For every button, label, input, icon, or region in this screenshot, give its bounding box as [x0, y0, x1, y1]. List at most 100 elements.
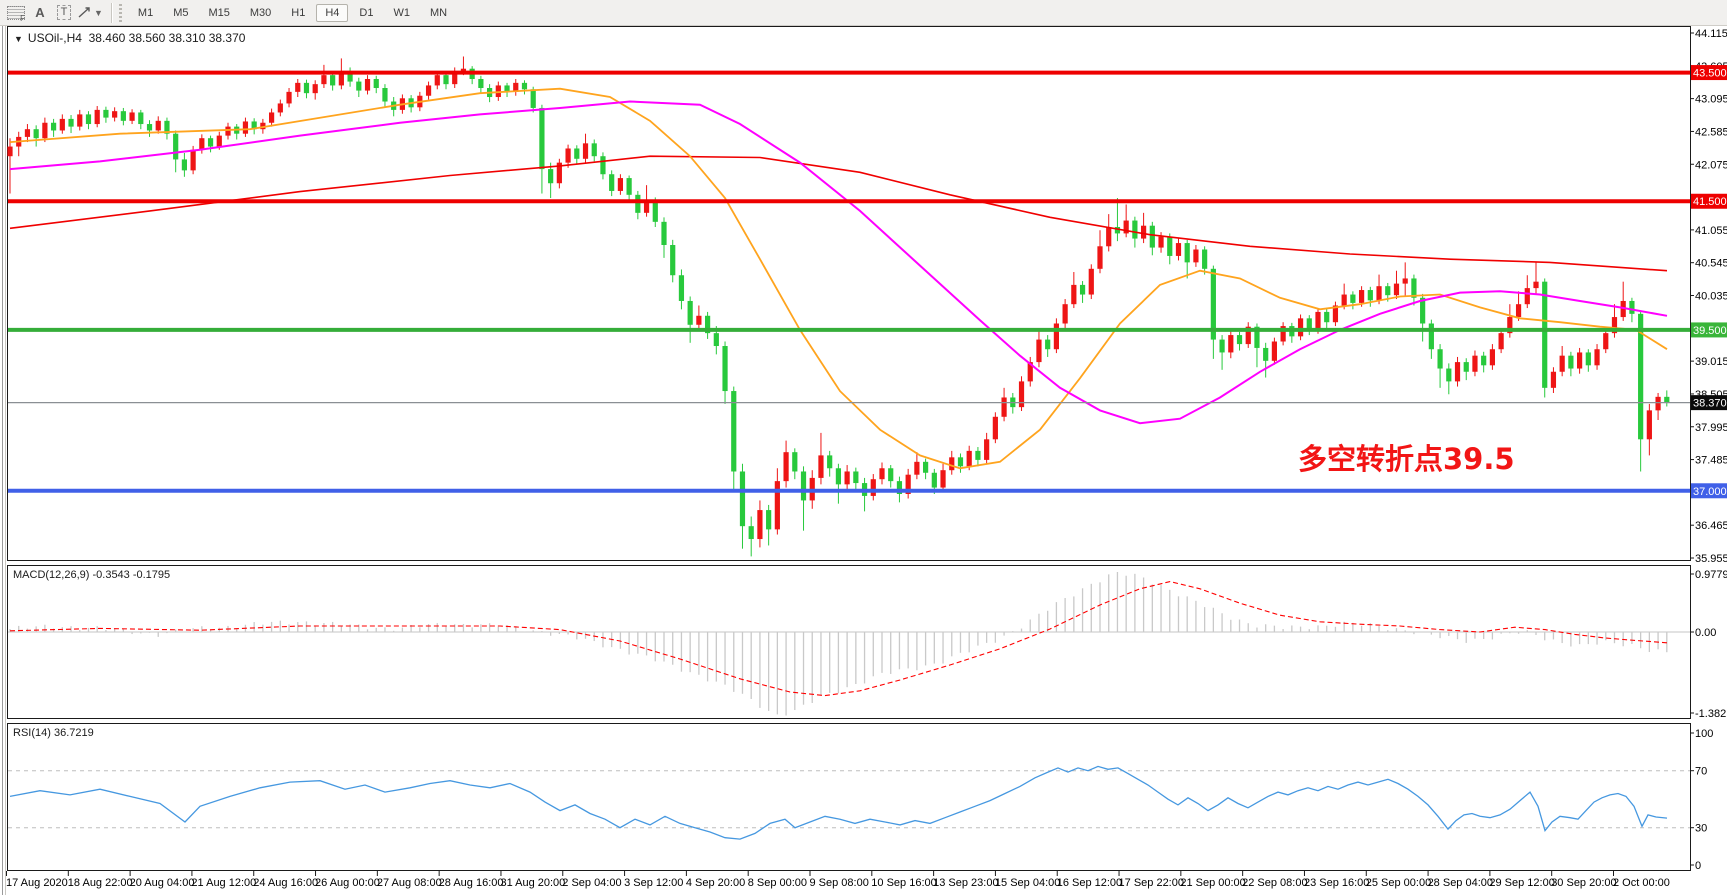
candlestick-series [7, 56, 1670, 557]
rsi-line [9, 765, 1668, 840]
rsi-panel[interactable] [7, 723, 1691, 871]
svg-text:20 Aug 04:00: 20 Aug 04:00 [130, 877, 195, 889]
toolbar-drag-handle[interactable] [118, 3, 122, 22]
macd-panel[interactable] [7, 565, 1691, 719]
svg-text:2 Oct 00:00: 2 Oct 00:00 [1613, 877, 1670, 889]
insert-label-icon[interactable]: A [35, 5, 45, 20]
ma_mid-line [9, 100, 1668, 425]
symbol-dropdown-icon[interactable]: ▼ [14, 34, 23, 44]
svg-text:28 Sep 04:00: 28 Sep 04:00 [1428, 877, 1493, 889]
svg-text:15 Sep 04:00: 15 Sep 04:00 [995, 877, 1060, 889]
chart-tools-group: F A T ▼ [0, 3, 104, 23]
timeframe-button-d1[interactable]: D1 [350, 4, 382, 22]
timeframe-button-w1[interactable]: W1 [384, 4, 419, 22]
macd-series [8, 572, 1690, 716]
svg-text:21 Sep 00:00: 21 Sep 00:00 [1180, 877, 1245, 889]
svg-text:42.585: 42.585 [1695, 126, 1727, 138]
svg-text:37.995: 37.995 [1695, 422, 1727, 434]
svg-text:10 Sep 16:00: 10 Sep 16:00 [871, 877, 936, 889]
svg-text:35.955: 35.955 [1695, 553, 1727, 565]
rsi-series [8, 765, 1690, 840]
horizontal-level-lines [8, 70, 1690, 493]
toolbar: F A T ▼ M1 M5 M15 M30 H1 H4 D1 W1 MN [0, 0, 1727, 26]
svg-text:100: 100 [1695, 728, 1713, 740]
svg-text:38.370: 38.370 [1693, 398, 1727, 410]
macd-name: MACD(12,26,9) [13, 569, 90, 581]
rsi-axis: 100 70 30 0 [1690, 728, 1713, 872]
svg-text:4 Sep 20:00: 4 Sep 20:00 [686, 877, 745, 889]
svg-text:43.095: 43.095 [1695, 94, 1727, 106]
svg-text:16 Sep 12:00: 16 Sep 12:00 [1057, 877, 1122, 889]
rsi-indicator-label: RSI(14) 36.7219 [13, 727, 94, 739]
tile-windows-icon[interactable]: F [5, 3, 27, 23]
svg-text:2 Sep 04:00: 2 Sep 04:00 [562, 877, 621, 889]
moving-average-lines [9, 87, 1668, 470]
svg-text:30 Sep 20:00: 30 Sep 20:00 [1551, 877, 1616, 889]
svg-text:39.500: 39.500 [1693, 325, 1727, 337]
svg-text:24 Aug 16:00: 24 Aug 16:00 [253, 877, 318, 889]
svg-text:37.000: 37.000 [1693, 486, 1727, 498]
svg-text:9 Sep 08:00: 9 Sep 08:00 [810, 877, 869, 889]
svg-text:36.465: 36.465 [1695, 520, 1727, 532]
cursor-arrow-glyph [78, 7, 90, 18]
chart-annotation-text: 多空转折点39.5 [1298, 442, 1515, 476]
svg-text:23 Sep 16:00: 23 Sep 16:00 [1304, 877, 1369, 889]
svg-text:30: 30 [1695, 823, 1707, 835]
timeframe-toolbar: M1 M5 M15 M30 H1 H4 D1 W1 MN [128, 3, 457, 22]
svg-text:0.9779: 0.9779 [1695, 569, 1727, 581]
svg-text:18 Aug 22:00: 18 Aug 22:00 [68, 877, 133, 889]
price-axis: 44.11543.60543.09542.58542.07541.05540.5… [1690, 28, 1727, 565]
svg-text:37.485: 37.485 [1695, 455, 1727, 467]
svg-text:3 Sep 12:00: 3 Sep 12:00 [624, 877, 683, 889]
timeframe-button-h1[interactable]: H1 [282, 4, 314, 22]
svg-text:40.035: 40.035 [1695, 291, 1727, 303]
svg-text:21 Aug 12:00: 21 Aug 12:00 [191, 877, 256, 889]
rsi-name: RSI(14) [13, 727, 51, 739]
chevron-down-icon[interactable]: ▼ [94, 7, 103, 18]
symbol-timeframe-label: USOil-,H4 [27, 31, 82, 45]
text-box-icon[interactable]: T [53, 3, 75, 23]
svg-text:41.500: 41.500 [1693, 196, 1727, 208]
svg-text:-1.382: -1.382 [1695, 708, 1726, 720]
tile-windows-glyph: F [7, 5, 25, 23]
svg-text:42.075: 42.075 [1695, 159, 1727, 171]
svg-text:0.00: 0.00 [1695, 627, 1716, 639]
drawing-tools-icon[interactable]: ▼ [77, 3, 103, 23]
timeframe-button-m15[interactable]: M15 [199, 4, 238, 22]
ma_slow-line [9, 155, 1668, 272]
svg-text:17 Aug 2020: 17 Aug 2020 [6, 877, 68, 889]
svg-text:29 Sep 12:00: 29 Sep 12:00 [1489, 877, 1554, 889]
timeframe-button-m5[interactable]: M5 [164, 4, 197, 22]
svg-text:70: 70 [1695, 766, 1707, 778]
timeframe-button-m30[interactable]: M30 [241, 4, 280, 22]
svg-text:17 Sep 22:00: 17 Sep 22:00 [1119, 877, 1184, 889]
toolbar-separator [110, 2, 112, 23]
svg-text:28 Aug 16:00: 28 Aug 16:00 [439, 877, 504, 889]
timeframe-button-h4[interactable]: H4 [316, 3, 349, 22]
svg-text:40.545: 40.545 [1695, 258, 1727, 270]
timeframe-button-m1[interactable]: M1 [129, 4, 162, 22]
chart-title: ▼ USOil-,H4 38.460 38.560 38.310 38.370 [14, 31, 245, 45]
svg-text:39.015: 39.015 [1695, 356, 1727, 368]
svg-text:27 Aug 08:00: 27 Aug 08:00 [377, 877, 442, 889]
svg-text:31 Aug 20:00: 31 Aug 20:00 [500, 877, 565, 889]
svg-text:26 Aug 00:00: 26 Aug 00:00 [315, 877, 380, 889]
macd-indicator-label: MACD(12,26,9) -0.3543 -0.1795 [13, 569, 170, 581]
svg-text:0: 0 [1695, 860, 1701, 872]
ma_fast-line [9, 87, 1668, 470]
svg-text:8 Sep 00:00: 8 Sep 00:00 [748, 877, 807, 889]
macd-axis: 0.9779 0.00 -1.382 [1690, 569, 1727, 720]
svg-text:22 Sep 08:00: 22 Sep 08:00 [1242, 877, 1307, 889]
svg-text:44.115: 44.115 [1695, 28, 1727, 40]
ohlc-values: 38.460 38.560 38.310 38.370 [88, 31, 246, 45]
svg-text:43.500: 43.500 [1693, 68, 1727, 80]
timeframe-button-mn[interactable]: MN [421, 4, 456, 22]
macd-signal-line [9, 581, 1668, 697]
rsi-value: 36.7219 [53, 727, 94, 739]
svg-text:25 Sep 00:00: 25 Sep 00:00 [1366, 877, 1431, 889]
svg-text:13 Sep 23:00: 13 Sep 23:00 [933, 877, 998, 889]
macd-values: -0.3543 -0.1795 [92, 569, 171, 581]
